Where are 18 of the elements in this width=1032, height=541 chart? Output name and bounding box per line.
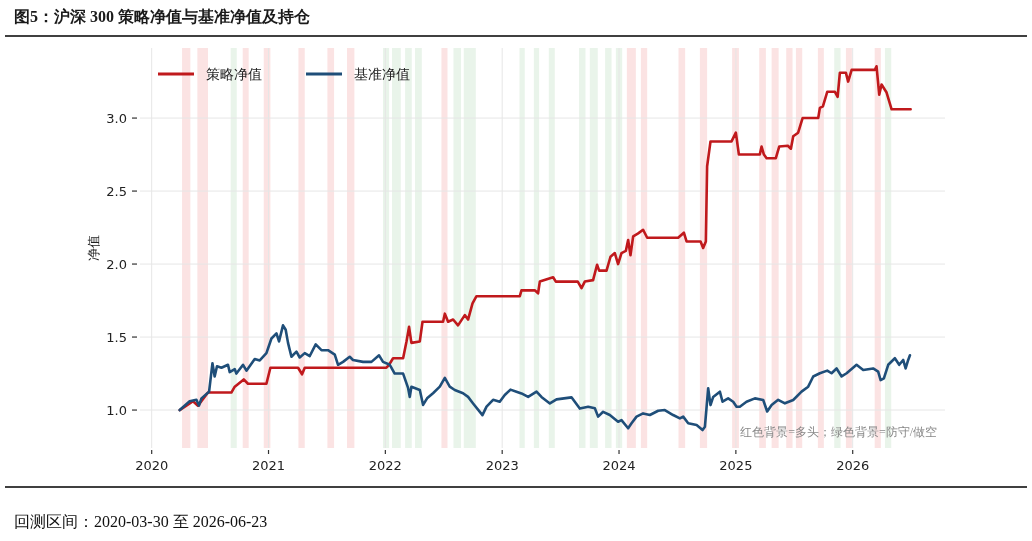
x-tick-label: 2026	[836, 458, 870, 473]
x-tick-label: 2023	[485, 458, 519, 473]
chart-title: 图5：沪深 300 策略净值与基准净值及持仓	[14, 7, 311, 25]
x-tick-label: 2020	[135, 458, 169, 473]
y-tick-label: 1.0	[106, 403, 127, 419]
y-tick-label: 1.5	[106, 330, 127, 346]
x-tick-label: 2025	[719, 458, 753, 473]
legend-label: 策略净值	[206, 67, 262, 82]
x-tick-label: 2024	[602, 458, 636, 473]
x-tick-label: 2021	[251, 458, 286, 473]
annotation: 红色背景=多头；绿色背景=防守/做空	[740, 425, 937, 439]
y-tick-label: 3.0	[106, 111, 127, 127]
y-axis-title: 净值	[86, 235, 101, 261]
y-tick-label: 2.5	[106, 184, 127, 200]
x-tick-label: 2022	[368, 458, 402, 473]
y-tick-label: 2.0	[106, 257, 127, 273]
legend-label: 基准净值	[354, 67, 410, 82]
text: 回测区间：2020-03-30 至 2026-06-23	[14, 513, 268, 530]
